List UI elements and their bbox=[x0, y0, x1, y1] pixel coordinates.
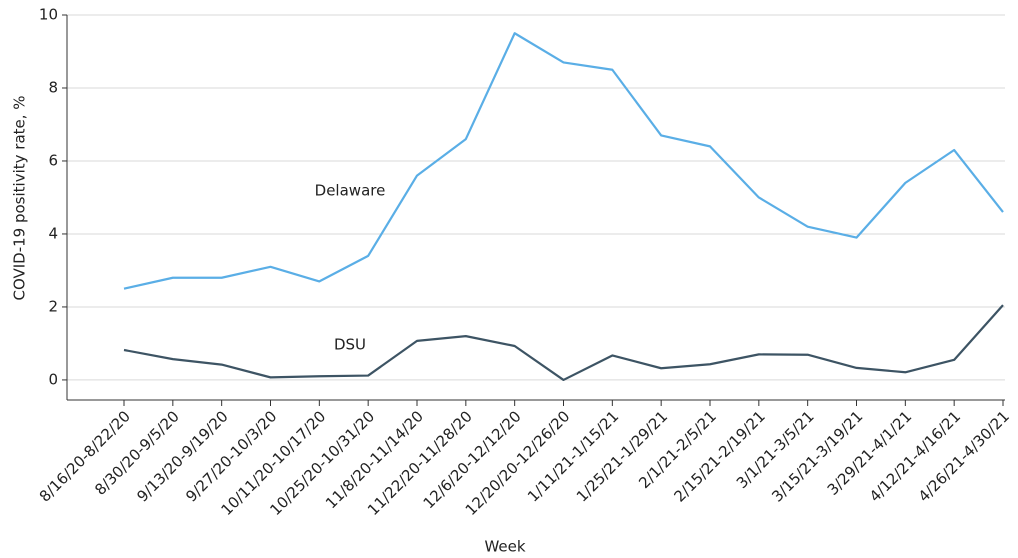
series-line bbox=[123, 32, 1004, 290]
x-tick-label: 1/11/21-1/15/21 bbox=[524, 407, 622, 505]
x-axis-label: Week bbox=[484, 538, 525, 556]
x-tick-label: 8/16/20-8/22/20 bbox=[36, 407, 134, 505]
x-tick-label: 4/12/21-4/16/21 bbox=[866, 407, 964, 505]
y-tick-label: 0 bbox=[48, 370, 58, 388]
x-tick-label: 3/29/21-4/1/21 bbox=[824, 407, 916, 499]
series-label: DSU bbox=[334, 336, 366, 354]
x-tick-label: 9/27/20-10/3/20 bbox=[182, 407, 280, 505]
y-tick-label: 10 bbox=[39, 6, 58, 24]
x-tick-label: 9/13/20-9/19/20 bbox=[133, 407, 231, 505]
series-label: Delaware bbox=[315, 182, 386, 200]
x-tick-label: 1/25/21-1/29/21 bbox=[573, 407, 671, 505]
x-tick-label: 2/15/21-2/19/21 bbox=[671, 407, 769, 505]
x-tick-label: 8/30/20-9/5/20 bbox=[91, 407, 183, 499]
x-tick-label: 4/26/21-4/30/21 bbox=[915, 407, 1013, 505]
y-axis-label: COVID-19 positivity rate, % bbox=[11, 95, 29, 300]
series-line bbox=[123, 304, 1004, 382]
y-tick-label: 6 bbox=[48, 151, 58, 169]
x-tick-label: 3/15/21-3/19/21 bbox=[768, 407, 866, 505]
y-tick-label: 4 bbox=[48, 224, 58, 242]
y-tick-label: 2 bbox=[48, 297, 58, 315]
y-tick-label: 8 bbox=[48, 78, 58, 96]
